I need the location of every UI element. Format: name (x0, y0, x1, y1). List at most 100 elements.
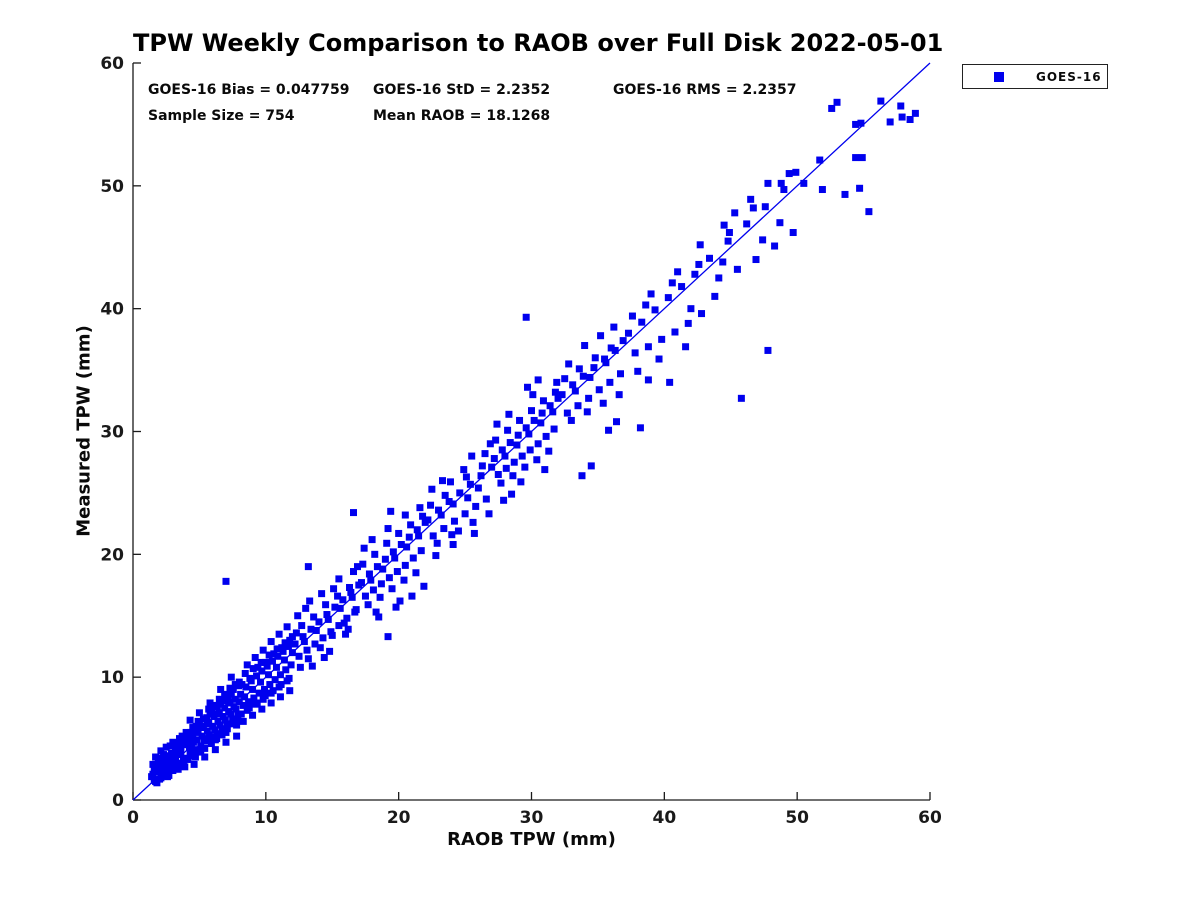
scatter-point (304, 563, 312, 571)
scatter-point (232, 705, 240, 713)
scatter-point (241, 693, 249, 701)
scatter-point (150, 765, 158, 773)
scatter-point (733, 265, 741, 273)
scatter-point (156, 775, 164, 783)
scatter-point (385, 574, 393, 582)
scatter-point (197, 748, 205, 756)
stat-mean-raob: Mean RAOB = 18.1268 (373, 108, 551, 124)
scatter-point (513, 441, 521, 449)
scatter-point (357, 579, 365, 587)
scatter-point (179, 741, 187, 749)
scatter-point (448, 531, 456, 539)
scatter-point (615, 391, 623, 399)
scatter-point (234, 715, 242, 723)
scatter-point (275, 630, 283, 638)
scatter-point (771, 242, 779, 250)
scatter-point (517, 478, 525, 486)
scatter-point (441, 491, 449, 499)
scatter-point (300, 638, 308, 646)
scatter-point (302, 604, 310, 612)
scatter-point (539, 397, 547, 405)
scatter-point (865, 208, 873, 216)
scatter-point (258, 705, 266, 713)
scatter-point (187, 728, 195, 736)
scatter-point (780, 186, 788, 194)
scatter-point (605, 426, 613, 434)
scatter-point (296, 663, 304, 671)
scatter-point (183, 739, 191, 747)
scatter-point (550, 425, 558, 433)
scatter-point (284, 642, 292, 650)
scatter-point (152, 753, 160, 761)
scatter-point (668, 279, 676, 287)
scatter-point (350, 509, 358, 517)
scatter-point (182, 728, 190, 736)
scatter-point (638, 318, 646, 326)
scatter-point (261, 685, 269, 693)
scatter-point (251, 654, 259, 662)
scatter-point (534, 440, 542, 448)
scatter-point (671, 328, 679, 336)
scatter-point (214, 710, 222, 718)
scatter-point (222, 577, 230, 585)
x-tick-label: 30 (520, 808, 544, 828)
scatter-point (395, 529, 403, 537)
scatter-point (174, 765, 182, 773)
scatter-point (194, 717, 202, 725)
scatter-point (266, 681, 274, 689)
scatter-point (506, 439, 514, 447)
scatter-point (464, 494, 472, 502)
scatter-point (229, 715, 237, 723)
scatter-point (292, 629, 300, 637)
scatter-point (408, 592, 416, 600)
x-tick-label: 20 (387, 808, 411, 828)
scatter-point (223, 720, 231, 728)
scatter-point (216, 721, 224, 729)
scatter-point (407, 521, 415, 529)
scatter-point (172, 746, 180, 754)
scatter-point (460, 466, 468, 474)
scatter-point (521, 463, 529, 471)
scatter-point (306, 597, 314, 605)
scatter-point (262, 658, 270, 666)
stat-bias: GOES-16 Bias = 0.047759 (148, 82, 350, 98)
scatter-point (682, 343, 690, 351)
scatter-point (747, 195, 755, 203)
scatter-point (514, 431, 522, 439)
scatter-point (322, 601, 330, 609)
scatter-point (611, 346, 619, 354)
scatter-point (327, 628, 335, 636)
scatter-point (818, 186, 826, 194)
scatter-point (569, 381, 577, 389)
scatter-point (233, 721, 241, 729)
stat-std: GOES-16 StD = 2.2352 (373, 82, 551, 98)
scatter-point (466, 480, 474, 488)
scatter-point (367, 576, 375, 584)
scatter-point (469, 518, 477, 526)
scatter-point (178, 732, 186, 740)
scatter-point (239, 701, 247, 709)
scatter-point (634, 367, 642, 375)
scatter-point (365, 570, 373, 578)
scatter-point (189, 724, 197, 732)
scatter-point (777, 179, 785, 187)
scatter-point (271, 676, 279, 684)
scatter-point (678, 283, 686, 291)
scatter-point (222, 738, 230, 746)
scatter-point (364, 601, 372, 609)
scatter-point (267, 699, 275, 707)
scatter-point (368, 536, 376, 544)
scatter-point (162, 743, 170, 751)
scatter-point (312, 626, 320, 634)
scatter-point (522, 313, 530, 321)
scatter-point (579, 372, 587, 380)
scatter-point (315, 618, 323, 626)
scatter-point (391, 554, 399, 562)
scatter-point (340, 619, 348, 627)
scatter-point (304, 655, 312, 663)
scatter-point (401, 561, 409, 569)
scatter-point (485, 510, 493, 518)
scatter-point (280, 656, 288, 664)
scatter-point (154, 768, 162, 776)
